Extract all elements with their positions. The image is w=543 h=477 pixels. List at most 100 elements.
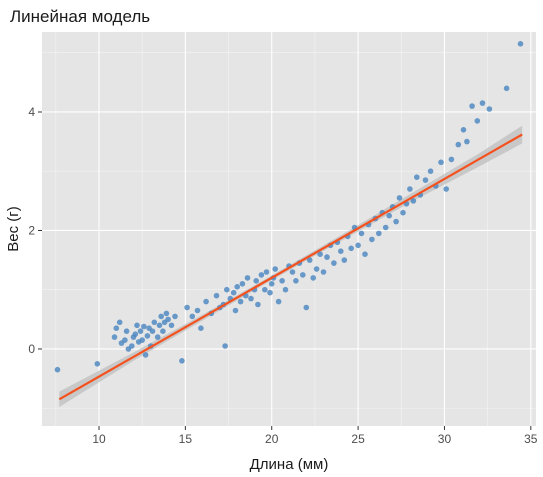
data-point	[189, 313, 196, 320]
data-point	[324, 254, 330, 260]
data-point	[113, 325, 120, 332]
data-point	[422, 177, 429, 183]
data-point	[168, 322, 175, 329]
data-point	[279, 278, 285, 284]
data-point	[151, 319, 158, 326]
regression-line	[58, 133, 523, 401]
data-point	[230, 289, 237, 296]
data-point	[300, 272, 306, 278]
data-point	[396, 195, 403, 201]
data-point	[400, 209, 406, 216]
data-point	[234, 284, 240, 290]
data-point	[239, 281, 246, 287]
data-point	[282, 286, 289, 293]
data-point	[382, 224, 389, 231]
y-tick-label: 2	[28, 223, 35, 237]
data-point	[293, 278, 299, 284]
x-tick-label: 20	[265, 432, 279, 446]
x-tick-label: 25	[351, 432, 365, 446]
data-point	[358, 230, 365, 237]
data-point	[376, 230, 382, 237]
data-point	[255, 301, 261, 308]
data-point	[123, 328, 130, 335]
data-point	[165, 316, 171, 323]
data-point	[469, 103, 475, 109]
data-point	[338, 248, 344, 254]
data-point	[355, 242, 361, 249]
data-point	[203, 298, 209, 305]
data-point	[503, 85, 510, 92]
data-point	[156, 322, 163, 329]
y-tick-label: 4	[28, 105, 35, 119]
data-point	[160, 328, 166, 335]
data-point	[198, 325, 204, 332]
data-point	[479, 100, 486, 106]
data-point	[348, 245, 355, 252]
data-point	[331, 260, 337, 266]
data-point	[232, 307, 239, 314]
data-point	[310, 275, 317, 281]
data-point	[149, 328, 156, 335]
chart-title: Линейная модель	[10, 7, 150, 26]
data-point	[369, 236, 375, 243]
y-axis-title: Вес (г)	[5, 206, 22, 251]
data-point	[438, 159, 444, 166]
data-point	[179, 358, 185, 364]
data-point	[224, 286, 230, 293]
data-point	[172, 313, 178, 320]
data-point	[464, 138, 470, 145]
data-point	[142, 352, 149, 358]
x-axis-title: Длина (мм)	[250, 456, 329, 473]
data-point	[313, 266, 320, 272]
data-point	[262, 286, 268, 293]
data-point	[407, 186, 413, 192]
data-point	[158, 313, 164, 320]
x-tick-label: 35	[524, 432, 538, 446]
data-point	[154, 334, 161, 340]
data-point	[134, 322, 140, 329]
data-point	[455, 141, 462, 148]
data-point	[54, 366, 61, 373]
data-point	[237, 298, 244, 305]
data-point	[137, 328, 144, 335]
data-point	[244, 275, 251, 281]
data-point	[268, 281, 275, 287]
data-point	[139, 337, 145, 343]
data-point	[222, 343, 228, 349]
data-point	[111, 334, 118, 340]
data-point	[248, 295, 254, 302]
data-point	[267, 289, 273, 296]
x-tick-label: 15	[179, 432, 193, 446]
data-point	[393, 218, 399, 225]
data-point	[386, 212, 393, 219]
data-point	[362, 251, 368, 257]
data-point	[486, 106, 493, 112]
data-point	[141, 323, 147, 330]
data-point	[94, 361, 101, 367]
data-point	[253, 278, 259, 284]
data-point	[474, 118, 481, 124]
data-point	[460, 127, 467, 133]
data-point	[303, 304, 310, 311]
data-point	[289, 269, 296, 275]
data-point	[116, 319, 123, 326]
data-point	[194, 307, 201, 314]
x-tick-label: 10	[92, 432, 106, 446]
data-point	[263, 269, 270, 275]
data-point	[306, 257, 313, 263]
data-point	[414, 174, 420, 180]
data-point	[410, 198, 417, 204]
data-point	[132, 331, 139, 338]
data-point	[163, 310, 170, 317]
data-point	[129, 343, 135, 349]
data-point	[341, 257, 348, 263]
data-point	[144, 333, 151, 339]
axis-ticks: 10 15 20 25 30 35 0 2 4	[28, 105, 537, 446]
data-point	[317, 251, 323, 257]
data-point	[184, 304, 190, 311]
fit-line	[58, 133, 523, 401]
data-point	[517, 41, 524, 47]
data-point	[448, 156, 455, 163]
data-point	[320, 269, 327, 275]
